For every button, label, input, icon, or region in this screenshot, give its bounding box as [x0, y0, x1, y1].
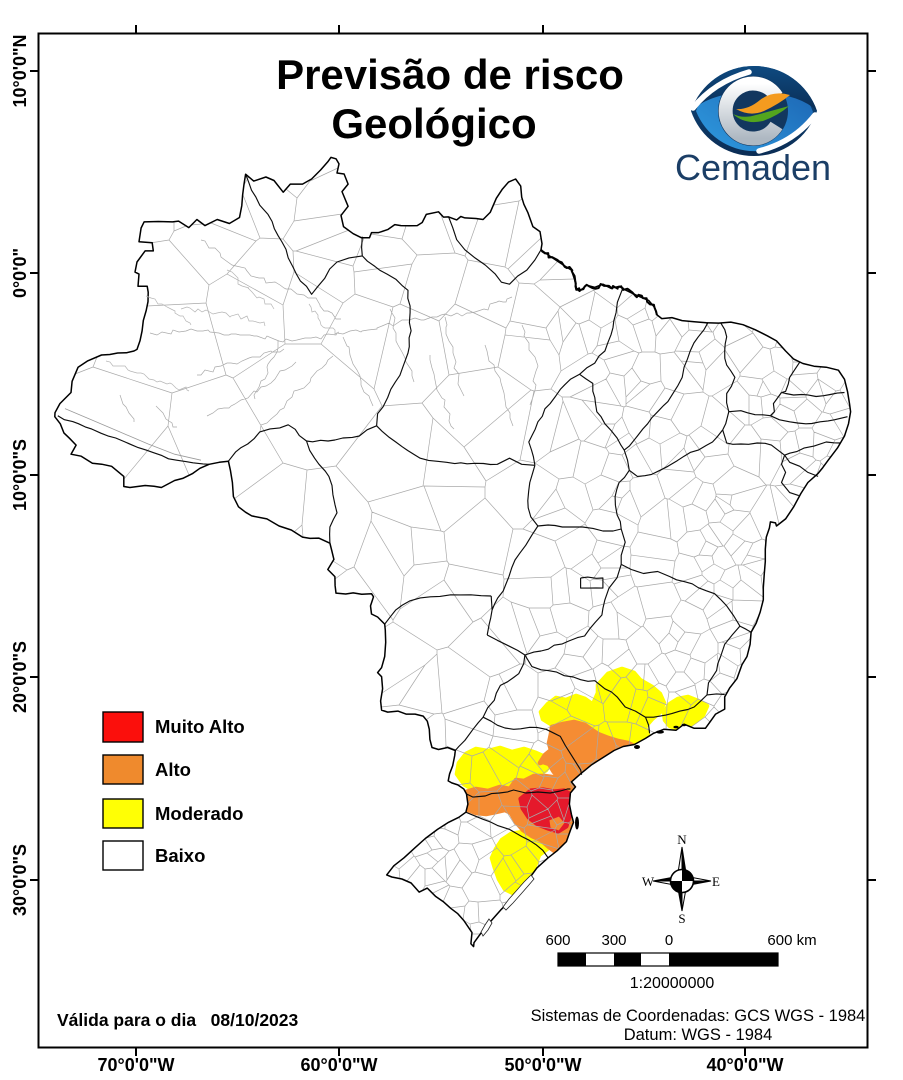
svg-text:W: W [642, 874, 655, 889]
svg-text:Previsão de risco: Previsão de risco [276, 51, 624, 98]
svg-text:N: N [677, 832, 687, 847]
svg-text:50°0'0"W: 50°0'0"W [504, 1055, 581, 1075]
svg-text:1:20000000: 1:20000000 [630, 975, 715, 992]
svg-text:Alto: Alto [155, 759, 191, 780]
svg-text:600 km: 600 km [767, 932, 816, 949]
svg-text:10°0'0"S: 10°0'0"S [10, 439, 30, 511]
svg-text:0: 0 [665, 932, 673, 949]
svg-text:Cemaden: Cemaden [675, 147, 831, 188]
svg-text:40°0'0"W: 40°0'0"W [706, 1055, 783, 1075]
svg-text:E: E [712, 874, 720, 889]
svg-text:Muito Alto: Muito Alto [155, 716, 245, 737]
svg-text:Válida para o dia 08/10/2023: Válida para o dia 08/10/2023 [57, 1010, 299, 1030]
svg-text:Datum: WGS - 1984: Datum: WGS - 1984 [624, 1026, 773, 1044]
svg-text:0°0'0": 0°0'0" [10, 248, 30, 298]
svg-text:30°0'0"S: 30°0'0"S [10, 844, 30, 916]
svg-text:60°0'0"W: 60°0'0"W [300, 1055, 377, 1075]
svg-text:Sistemas de Coordenadas: GCS W: Sistemas de Coordenadas: GCS WGS - 1984 [531, 1007, 866, 1025]
svg-text:20°0'0"S: 20°0'0"S [10, 641, 30, 713]
svg-text:10°0'0"N: 10°0'0"N [10, 34, 30, 107]
svg-text:S: S [678, 911, 685, 926]
svg-text:Baixo: Baixo [155, 845, 205, 866]
svg-text:70°0'0"W: 70°0'0"W [97, 1055, 174, 1075]
svg-text:600: 600 [545, 932, 570, 949]
svg-text:Geológico: Geológico [331, 100, 536, 147]
svg-text:Moderado: Moderado [155, 803, 243, 824]
svg-text:300: 300 [601, 932, 626, 949]
